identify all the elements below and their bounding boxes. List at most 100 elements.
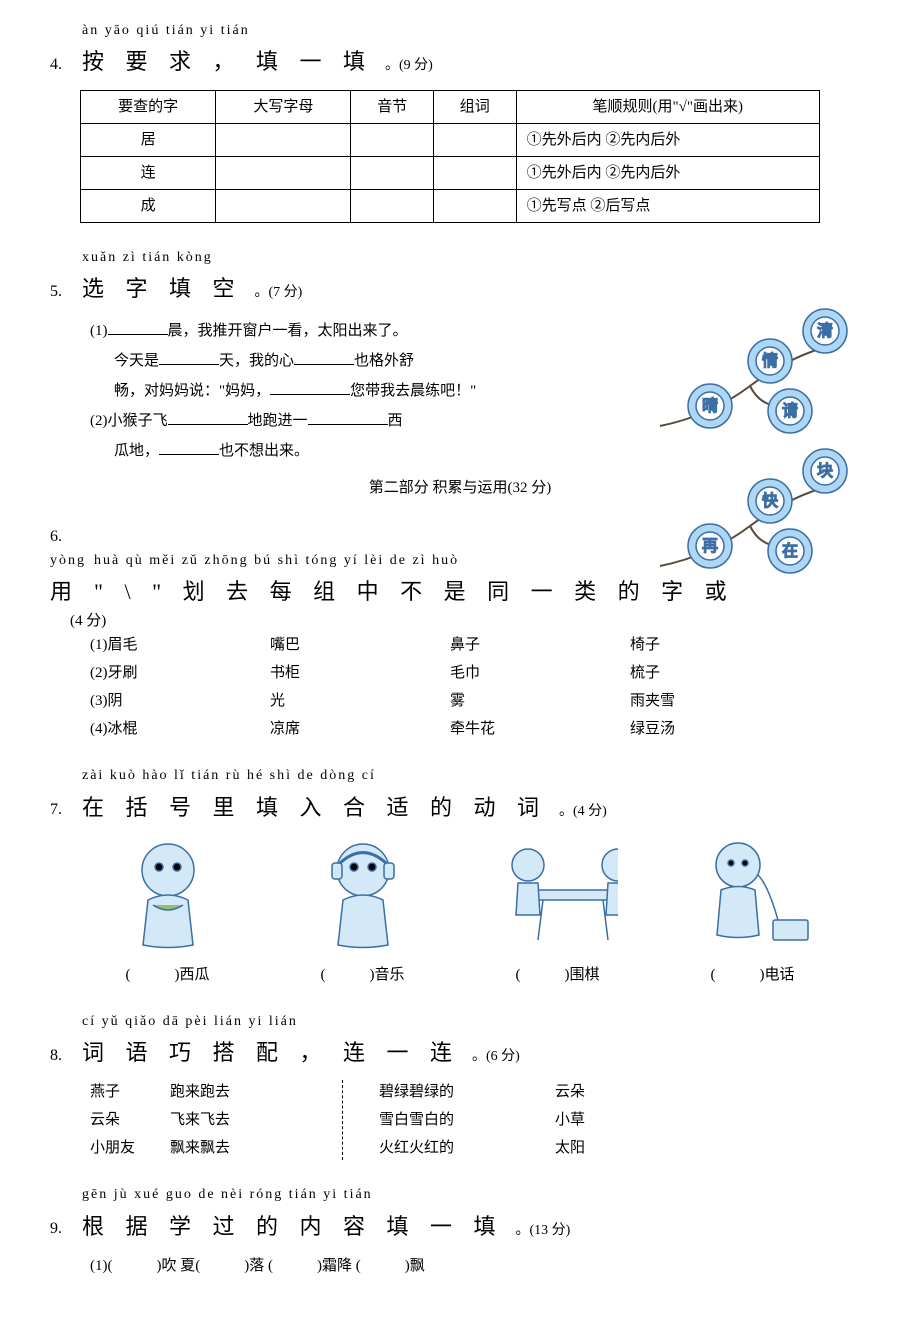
vertical-divider (342, 1080, 343, 1160)
q6-number-line: 6. (50, 524, 870, 550)
q7-item-music: ()音乐 (303, 835, 423, 987)
table-row: 成 ①先写点 ②后写点 (81, 189, 820, 222)
cell-blank (351, 189, 434, 222)
q9-header: 9. gēn jù xué guo de nèi róng tián yi ti… (50, 1184, 870, 1244)
q5-line1: (1)晨，我推开窗户一看，太阳出来了。 (90, 316, 570, 346)
cell-rule: ①先写点 ②后写点 (516, 189, 819, 222)
q5-number: 5. (50, 279, 62, 307)
cell-blank (351, 123, 434, 156)
q6-pinyin-pre: yòng (50, 550, 86, 572)
svg-text:情: 情 (762, 352, 778, 370)
q7-label: ()围棋 (516, 963, 600, 987)
q4-title: 按 要 求 ， 填 一 填 (82, 44, 373, 79)
blank (308, 407, 388, 425)
q6-lists: (1)眉毛嘴巴鼻子椅子 (2)牙刷书柜毛巾梳子 (3)阴光雾雨夹雪 (4)冰棍凉… (50, 633, 870, 741)
cell-rule: ①先外后内 ②先内后外 (516, 156, 819, 189)
q9-number: 9. (50, 1216, 62, 1244)
question-6: 6. yòng 用 huà qù měi zǔ zhōng bú shì tón… (50, 524, 870, 741)
blank (159, 437, 219, 455)
blank (108, 317, 168, 335)
q6-ruby-post: huà qù měi zǔ zhōng bú shì tóng yí lèi d… (94, 550, 735, 610)
question-8: 8. cí yǔ qiǎo dā pèi lián yi lián 词 语 巧 … (50, 1011, 870, 1161)
q9-ruby: gēn jù xué guo de nèi róng tián yi tián … (82, 1184, 504, 1244)
q5-header: 5. xuǎn zì tián kòng 选 字 填 空 。(7 分) (50, 247, 870, 307)
q6-row: (2)牙刷书柜毛巾梳子 (90, 661, 870, 685)
q8-content: 燕子 云朵 小朋友 跑来跑去 飞来飞去 飘来飘去 碧绿碧绿的 雪白雪白的 火红火… (50, 1080, 870, 1160)
th-cap: 大写字母 (216, 90, 351, 123)
q8-col4: 云朵 小草 太阳 (495, 1080, 595, 1160)
q7-header: 7. zài kuò hào lǐ tián rù hé shì de dòng… (50, 765, 870, 825)
blank (270, 377, 350, 395)
q8-title: 词 语 巧 搭 配 ， 连 一 连 (82, 1035, 460, 1070)
q4-header: 4. àn yāo qiú tián yi tián 按 要 求 ， 填 一 填… (50, 20, 870, 80)
question-9: 9. gēn jù xué guo de nèi róng tián yi ti… (50, 1184, 870, 1278)
q7-label: ()音乐 (321, 963, 405, 987)
q5-line4: (2)小猴子飞地跑进一西 (90, 406, 570, 436)
table-row: 连 ①先外后内 ②先内后外 (81, 156, 820, 189)
q6-points: (4 分) (50, 609, 870, 633)
q8-ruby: cí yǔ qiǎo dā pèi lián yi lián 词 语 巧 搭 配… (82, 1011, 460, 1071)
q7-item-watermelon: ()西瓜 (108, 835, 228, 987)
q9-content: (1)()吹 夏()落 ()霜降 ()飘 (50, 1254, 870, 1278)
q8-points: 。(6 分) (472, 1046, 520, 1070)
svg-text:请: 请 (782, 402, 798, 420)
question-5: 5. xuǎn zì tián kòng 选 字 填 空 。(7 分) (1)晨… (50, 247, 870, 501)
table-row: 居 ①先外后内 ②先内后外 (81, 123, 820, 156)
cell-blank (351, 156, 434, 189)
cell-char: 成 (81, 189, 216, 222)
q7-number: 7. (50, 797, 62, 825)
q6-header: yòng 用 huà qù měi zǔ zhōng bú shì tóng y… (50, 550, 870, 610)
q7-ruby: zài kuò hào lǐ tián rù hé shì de dòng cí… (82, 765, 547, 825)
q5-pinyin: xuǎn zì tián kòng (82, 247, 213, 269)
cell-blank (434, 123, 517, 156)
svg-text:晴: 晴 (702, 397, 718, 415)
q6-pinyin-post: huà qù měi zǔ zhōng bú shì tóng yí lèi d… (94, 550, 459, 572)
q5-points: 。(7 分) (255, 282, 303, 306)
q5-line3: 畅，对妈妈说："妈妈，您带我去晨练吧！" (90, 376, 570, 406)
q9-title: 根 据 学 过 的 内 容 填 一 填 (82, 1209, 504, 1244)
th-char: 要查的字 (81, 90, 216, 123)
table-header-row: 要查的字 大写字母 音节 组词 笔顺规则(用"√"画出来) (81, 90, 820, 123)
q5-ruby: xuǎn zì tián kòng 选 字 填 空 (82, 247, 243, 307)
q8-col1: 燕子 云朵 小朋友 (90, 1080, 170, 1160)
q4-points: 。(9 分) (385, 55, 433, 79)
q7-item-chess: ()围棋 (498, 835, 618, 987)
svg-text:块: 块 (817, 462, 833, 480)
q5-line2: 今天是天，我的心也格外舒 (90, 346, 570, 376)
boy-telephone-icon (693, 835, 813, 955)
svg-text:快: 快 (762, 492, 778, 510)
q6-row: (3)阴光雾雨夹雪 (90, 689, 870, 713)
q8-number: 8. (50, 1043, 62, 1071)
two-kids-playing-chess-icon (498, 835, 618, 955)
q9-points: 。(13 分) (516, 1220, 571, 1244)
blank (159, 347, 219, 365)
q7-images: ()西瓜 ()音乐 ()围棋 ()电话 (50, 835, 870, 987)
cell-char: 连 (81, 156, 216, 189)
q5-title: 选 字 填 空 (82, 271, 243, 306)
q4-pinyin: àn yāo qiú tián yi tián (82, 20, 250, 42)
cell-blank (434, 156, 517, 189)
q6-ruby-pre: yòng 用 (50, 550, 86, 610)
q6-title-mid: " \ " 划 去 每 组 中 不 是 同 一 类 的 字 或 (94, 574, 735, 609)
q9-pinyin: gēn jù xué guo de nèi róng tián yi tián (82, 1184, 373, 1206)
q7-item-phone: ()电话 (693, 835, 813, 987)
q7-label: ()西瓜 (126, 963, 210, 987)
blank (168, 407, 248, 425)
svg-text:清: 清 (817, 322, 833, 340)
q6-title-pre: 用 (50, 574, 80, 609)
q8-col3: 碧绿碧绿的 雪白雪白的 火红火红的 (355, 1080, 495, 1160)
q5-text: (1)晨，我推开窗户一看，太阳出来了。 今天是天，我的心也格外舒 畅，对妈妈说：… (90, 316, 570, 466)
blank (294, 347, 354, 365)
q8-col2: 跑来跑去 飞来飞去 飘来飘去 (170, 1080, 330, 1160)
girl-headphones-icon (303, 835, 423, 955)
th-word: 组词 (434, 90, 517, 123)
cell-blank (434, 189, 517, 222)
q8-pinyin: cí yǔ qiǎo dā pèi lián yi lián (82, 1011, 298, 1033)
q5-line5: 瓜地，也不想出来。 (90, 436, 570, 466)
q7-points: 。(4 分) (559, 801, 607, 825)
th-syllable: 音节 (351, 90, 434, 123)
cell-char: 居 (81, 123, 216, 156)
q4-table: 要查的字 大写字母 音节 组词 笔顺规则(用"√"画出来) 居 ①先外后内 ②先… (80, 90, 820, 223)
q6-row: (4)冰棍凉席牵牛花绿豆汤 (90, 717, 870, 741)
question-7: 7. zài kuò hào lǐ tián rù hé shì de dòng… (50, 765, 870, 987)
